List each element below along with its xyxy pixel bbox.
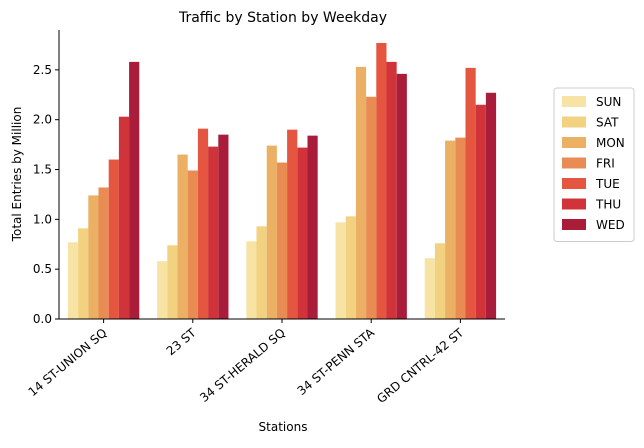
y-tick-label: 1.5 xyxy=(33,163,52,177)
bar-fri-3 xyxy=(366,96,377,320)
bar-tue-2 xyxy=(287,129,298,319)
x-tick-label: 34 ST-PENN STA xyxy=(295,325,378,398)
bar-fri-2 xyxy=(276,162,288,319)
bar-mon-2 xyxy=(266,145,277,319)
bar-sat-1 xyxy=(167,245,178,319)
bar-sun-3 xyxy=(335,222,346,319)
legend-label-mon: MON xyxy=(596,136,625,150)
bar-fri-1 xyxy=(187,170,198,319)
y-tick-label: 0.5 xyxy=(33,262,52,276)
legend-label-thu: THU xyxy=(595,198,621,212)
x-tick-label: 34 ST-HERALD SQ xyxy=(197,326,288,405)
legend-label-wed: WED xyxy=(596,218,625,232)
bar-mon-4 xyxy=(445,140,456,319)
legend-swatch-sat xyxy=(562,116,586,128)
legend-label-tue: TUE xyxy=(595,177,620,191)
bar-thu-2 xyxy=(297,147,308,319)
y-axis-label: Total Entries by Million xyxy=(10,107,24,243)
bar-thu-0 xyxy=(118,116,130,319)
bar-tue-3 xyxy=(376,42,387,320)
bar-sun-4 xyxy=(424,258,435,319)
bar-sun-2 xyxy=(246,241,257,319)
x-tick-label: GRD CNTRL-42 ST xyxy=(374,325,467,406)
x-tick-label: 14 ST-UNION SQ xyxy=(26,326,110,400)
bar-fri-0 xyxy=(98,187,109,319)
bar-wed-1 xyxy=(218,134,229,319)
bar-sun-1 xyxy=(157,261,168,319)
x-tick-label: 23 ST xyxy=(164,325,200,358)
y-tick-label: 2.0 xyxy=(33,113,52,127)
bar-wed-3 xyxy=(396,73,407,319)
bars-group xyxy=(67,42,497,320)
bar-tue-0 xyxy=(108,159,119,319)
legend-label-fri: FRI xyxy=(596,157,615,171)
bar-fri-4 xyxy=(455,137,466,319)
legend-label-sat: SAT xyxy=(596,116,619,130)
bar-thu-4 xyxy=(475,104,486,320)
legend-swatch-tue xyxy=(562,178,586,189)
legend-swatch-thu xyxy=(562,198,586,210)
legend-label-sun: SUN xyxy=(596,95,621,109)
y-tick-label: 2.5 xyxy=(33,63,52,77)
bar-mon-1 xyxy=(177,154,188,319)
bar-wed-4 xyxy=(485,92,497,319)
bar-sat-3 xyxy=(345,216,356,319)
bar-thu-3 xyxy=(386,61,397,319)
legend-swatch-fri xyxy=(562,157,586,169)
bar-mon-0 xyxy=(88,195,99,319)
bar-wed-2 xyxy=(307,135,318,319)
bar-sun-0 xyxy=(67,242,79,319)
bar-sat-4 xyxy=(434,243,446,319)
legend-swatch-mon xyxy=(562,137,586,148)
bar-mon-3 xyxy=(355,66,367,320)
y-tick-label: 1.0 xyxy=(33,212,52,226)
bar-thu-1 xyxy=(208,146,219,319)
bar-sat-0 xyxy=(78,228,89,319)
legend-swatch-wed xyxy=(562,219,586,230)
legend: SUN SAT MON FRI TUE THU WED xyxy=(553,87,635,242)
bar-tue-4 xyxy=(465,67,476,320)
bar-sat-2 xyxy=(256,226,267,319)
x-axis-label: Stations xyxy=(259,420,308,434)
chart-title: Traffic by Station by Weekday xyxy=(178,10,387,26)
bar-wed-0 xyxy=(129,61,140,319)
bar-tue-1 xyxy=(197,128,209,319)
y-tick-label: 0.0 xyxy=(33,312,52,326)
legend-swatch-sun xyxy=(562,96,586,107)
